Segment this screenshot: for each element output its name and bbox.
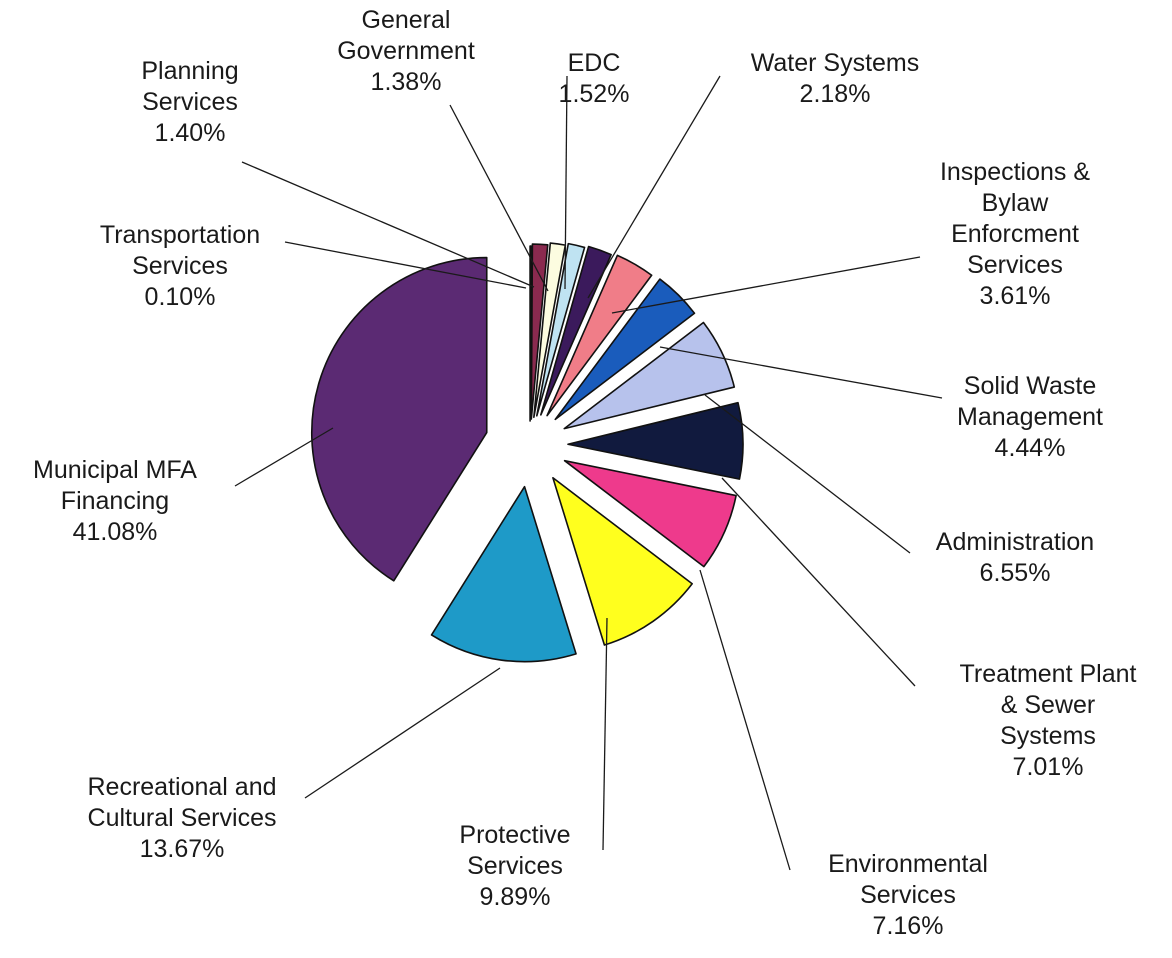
slice-label-solid-waste-management: Solid Waste Management 4.44% xyxy=(957,372,1103,462)
leader-line-municipal-mfa-financing xyxy=(234,427,334,487)
pie-slice-protective-services xyxy=(552,476,693,646)
pie-slices xyxy=(310,242,744,663)
slice-label-protective-services: Protective Services 9.89% xyxy=(459,821,570,911)
slice-name-line: EDC xyxy=(568,49,621,77)
slice-name-line: Cultural Services xyxy=(88,804,277,832)
slice-label-transportation-services: Transportation Services 0.10% xyxy=(100,221,260,311)
slice-value-label: 3.61% xyxy=(980,282,1051,310)
pie-slice-recreational-and-cultural-services xyxy=(430,485,577,663)
slice-name-line: Services xyxy=(467,852,563,880)
pie-slice-inspections-bylaw-enforcment-services xyxy=(546,254,653,417)
pie-slice-planning-services xyxy=(530,243,549,420)
slice-value-label: 1.40% xyxy=(155,119,226,147)
slice-value-label: 1.52% xyxy=(559,80,630,108)
slice-label-planning-services: Planning Services 1.40% xyxy=(141,57,238,147)
slice-name-line: Services xyxy=(967,251,1063,279)
slice-name-line: Solid Waste xyxy=(964,372,1096,400)
slice-label-administration: Administration 6.55% xyxy=(936,528,1094,587)
slice-label-recreational-and-cultural-services: Recreational and Cultural Services 13.67% xyxy=(87,773,276,863)
slice-name-line: Services xyxy=(132,252,228,280)
slice-value-label: 0.10% xyxy=(145,283,216,311)
slice-name-line: General xyxy=(362,6,451,34)
slice-name-line: Transportation xyxy=(100,221,260,249)
slice-label-edc: EDC 1.52% xyxy=(559,49,630,108)
slice-name-line: Government xyxy=(337,37,475,65)
slice-labels: Municipal MFA Financing 41.08% Recreational… xyxy=(33,6,1136,940)
leader-line-edc xyxy=(564,75,568,290)
slice-name-line: Systems xyxy=(1000,722,1096,750)
pie-slice-environmental-services xyxy=(563,459,737,568)
slice-name-line: Municipal MFA xyxy=(33,456,197,484)
slice-label-inspections-bylaw-enforcment-services: Inspections & Bylaw Enforcment Services 3.61… xyxy=(940,158,1090,310)
slice-value-label: 4.44% xyxy=(995,434,1066,462)
slice-label-environmental-services: Environmental Services 7.16% xyxy=(828,850,988,940)
slice-name-line: Environmental xyxy=(828,850,988,878)
pie-slice-edc xyxy=(536,242,586,417)
leader-line-recreational-and-cultural-services xyxy=(304,667,501,799)
leader-line-general-government xyxy=(449,104,549,292)
slice-value-label: 6.55% xyxy=(980,559,1051,587)
slice-name-line: Recreational and xyxy=(87,773,276,801)
slice-value-label: 13.67% xyxy=(140,835,225,863)
slice-name-line: & Sewer xyxy=(1001,691,1095,719)
slice-name-line: Protective xyxy=(459,821,570,849)
slice-name-line: Services xyxy=(142,88,238,116)
slice-name-line: Inspections & xyxy=(940,158,1090,186)
slice-name-line: Financing xyxy=(61,487,169,515)
slice-name-line: Bylaw xyxy=(982,189,1050,217)
pie-slice-solid-waste-management xyxy=(554,278,696,421)
leader-line-solid-waste-management xyxy=(659,346,943,399)
leader-line-environmental-services xyxy=(699,569,791,871)
leader-line-administration xyxy=(704,394,911,554)
pie-slice-administration xyxy=(563,321,736,430)
slice-name-line: Water Systems xyxy=(751,49,920,77)
slice-name-line: Management xyxy=(957,403,1103,431)
leader-line-treatment-plant-sewer-systems xyxy=(721,477,916,687)
slice-label-treatment-plant-sewer-systems: Treatment Plant & Sewer Systems 7.01% xyxy=(960,660,1137,781)
slice-value-label: 7.16% xyxy=(873,912,944,940)
pie-slice-municipal-mfa-financing xyxy=(310,256,488,582)
leader-line-inspections-bylaw-enforcment-services xyxy=(611,256,921,314)
slice-value-label: 7.01% xyxy=(1013,753,1084,781)
pie-slice-transportation-services xyxy=(529,245,532,422)
slice-value-label: 2.18% xyxy=(800,80,871,108)
slice-value-label: 41.08% xyxy=(73,518,158,546)
slice-name-line: Enforcment xyxy=(951,220,1079,248)
slice-label-water-systems: Water Systems 2.18% xyxy=(751,49,920,108)
leader-line-water-systems xyxy=(587,75,721,299)
pie-slice-treatment-plant-sewer-systems xyxy=(567,401,744,480)
slice-value-label: 9.89% xyxy=(480,883,551,911)
slice-name-line: Services xyxy=(860,881,956,909)
leader-lines xyxy=(234,75,943,871)
leader-line-protective-services xyxy=(602,617,608,851)
slice-label-general-government: General Government 1.38% xyxy=(337,6,475,96)
slice-name-line: Administration xyxy=(936,528,1094,556)
leader-line-planning-services xyxy=(241,161,535,288)
slice-label-municipal-mfa-financing: Municipal MFA Financing 41.08% xyxy=(33,456,197,546)
leader-line-transportation-services xyxy=(284,241,527,289)
slice-name-line: Planning xyxy=(141,57,238,85)
slice-name-line: Treatment Plant xyxy=(960,660,1137,688)
slice-value-label: 1.38% xyxy=(371,68,442,96)
